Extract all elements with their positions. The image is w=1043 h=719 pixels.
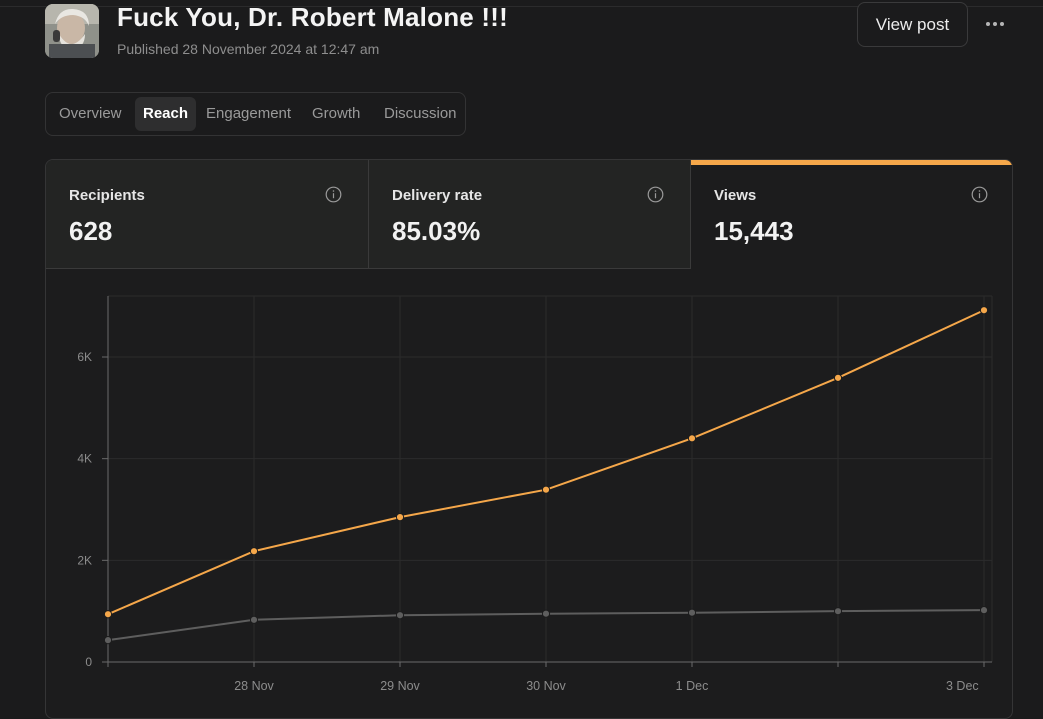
stat-label: Delivery rate bbox=[392, 187, 483, 204]
top-divider bbox=[0, 6, 1043, 7]
stat-recipients[interactable]: Recipients 628 bbox=[46, 160, 369, 269]
tab-overview[interactable]: Overview bbox=[59, 105, 122, 122]
tab-discussion[interactable]: Discussion bbox=[384, 105, 457, 122]
stat-value: 628 bbox=[69, 216, 113, 246]
info-icon[interactable] bbox=[971, 186, 988, 203]
tab-reach[interactable]: Reach bbox=[135, 97, 197, 131]
info-icon[interactable] bbox=[647, 186, 664, 203]
more-horizontal-icon bbox=[986, 22, 1004, 26]
tab-growth[interactable]: Growth bbox=[312, 105, 361, 122]
post-published-date: Published 28 November 2024 at 12:47 am bbox=[117, 41, 380, 57]
stat-delivery-rate[interactable]: Delivery rate 85.03% bbox=[369, 160, 691, 269]
selected-indicator bbox=[691, 160, 1012, 165]
info-icon[interactable] bbox=[325, 186, 342, 203]
view-post-button[interactable]: View post bbox=[857, 2, 968, 47]
stat-label: Views bbox=[714, 187, 757, 204]
reach-card: Recipients 628 Delivery rate 85.03% View… bbox=[45, 159, 1013, 719]
tab-engagement[interactable]: Engagement bbox=[206, 105, 292, 122]
stat-views[interactable]: Views 15,443 bbox=[691, 160, 1012, 269]
stat-label: Recipients bbox=[69, 187, 145, 204]
stat-value: 15,443 bbox=[714, 216, 794, 246]
analytics-tabs: Overview Reach Engagement Growth Discuss… bbox=[45, 92, 466, 136]
post-title: Fuck You, Dr. Robert Malone !!! bbox=[117, 2, 508, 32]
more-options-button[interactable] bbox=[977, 8, 1013, 40]
stat-value: 85.03% bbox=[392, 216, 481, 246]
author-avatar bbox=[45, 4, 99, 58]
